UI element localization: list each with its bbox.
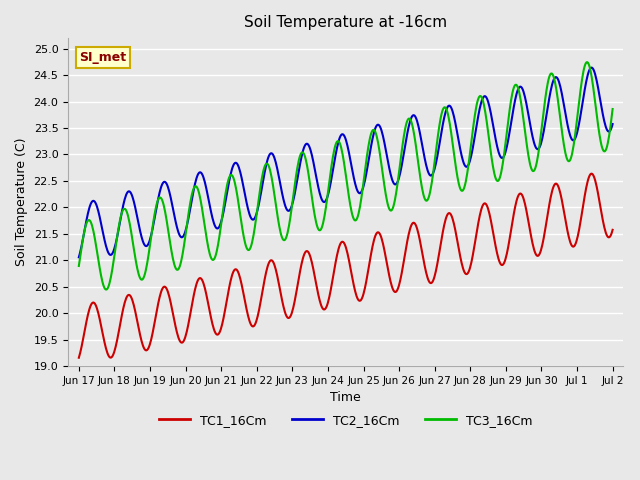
- TC1_16Cm: [282, 312, 290, 318]
- TC2_16Cm: [262, 163, 270, 168]
- TC3_16Cm: [75, 263, 83, 269]
- TC1_16Cm: [609, 227, 616, 233]
- TC1_16Cm: [75, 355, 83, 360]
- TC3_16Cm: [138, 277, 146, 283]
- TC3_16Cm: [263, 161, 271, 167]
- TC1_16Cm: [588, 171, 596, 177]
- TC1_16Cm: [262, 270, 270, 276]
- TC2_16Cm: [609, 121, 616, 127]
- TC2_16Cm: [588, 65, 596, 71]
- TC3_16Cm: [431, 155, 439, 160]
- X-axis label: Time: Time: [330, 391, 361, 404]
- TC3_16Cm: [583, 59, 591, 65]
- Line: TC3_16Cm: TC3_16Cm: [79, 62, 612, 289]
- Legend: TC1_16Cm, TC2_16Cm, TC3_16Cm: TC1_16Cm, TC2_16Cm, TC3_16Cm: [154, 409, 538, 432]
- TC3_16Cm: [283, 232, 291, 238]
- TC3_16Cm: [609, 106, 616, 112]
- TC3_16Cm: [102, 287, 110, 292]
- TC3_16Cm: [401, 126, 409, 132]
- TC1_16Cm: [236, 273, 243, 279]
- TC1_16Cm: [401, 254, 408, 260]
- TC2_16Cm: [236, 167, 243, 172]
- Y-axis label: Soil Temperature (C): Soil Temperature (C): [15, 138, 28, 266]
- Title: Soil Temperature at -16cm: Soil Temperature at -16cm: [244, 15, 447, 30]
- TC2_16Cm: [138, 234, 145, 240]
- TC2_16Cm: [401, 146, 408, 152]
- Text: SI_met: SI_met: [79, 51, 126, 64]
- TC2_16Cm: [282, 205, 290, 211]
- TC1_16Cm: [431, 274, 438, 280]
- Line: TC1_16Cm: TC1_16Cm: [79, 174, 612, 358]
- TC2_16Cm: [431, 167, 438, 172]
- Line: TC2_16Cm: TC2_16Cm: [79, 68, 612, 257]
- TC2_16Cm: [75, 254, 83, 260]
- TC1_16Cm: [138, 338, 145, 344]
- TC3_16Cm: [236, 212, 244, 218]
